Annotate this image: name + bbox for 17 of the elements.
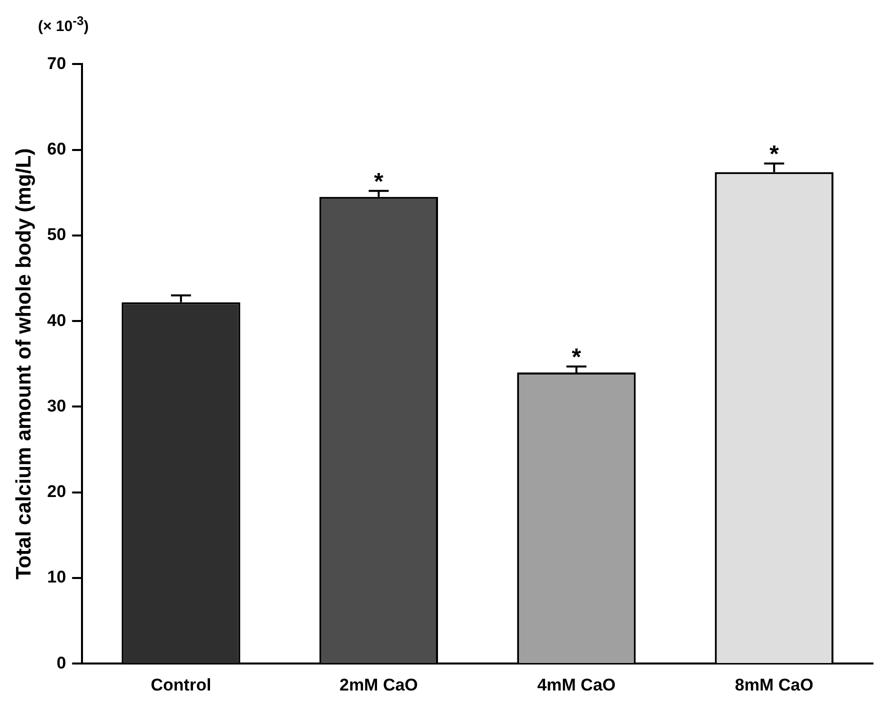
y-axis-title: Total calcium amount of whole body (mg/L) bbox=[12, 148, 36, 580]
y-tick-label: 10 bbox=[47, 568, 66, 587]
y-tick-label: 40 bbox=[47, 310, 66, 330]
x-tick-label: Control bbox=[150, 675, 212, 694]
text: (× 10$^{-3}$) bbox=[38, 14, 89, 35]
y-tick-label: 0 bbox=[56, 653, 66, 672]
x-tick-label: 4mM CaO bbox=[537, 675, 616, 694]
y-tick-label: 70 bbox=[47, 54, 66, 73]
x-tick-label: 2mM CaO bbox=[339, 675, 418, 694]
annotation: * bbox=[572, 344, 582, 372]
y-tick-label: 30 bbox=[47, 396, 66, 416]
x-tick-label: 8mM CaO bbox=[734, 675, 814, 694]
y-tick-label: 20 bbox=[47, 482, 66, 502]
annotation: * bbox=[769, 141, 780, 168]
annotation: * bbox=[374, 168, 384, 196]
y-tick-label: 50 bbox=[47, 225, 66, 244]
y-tick-label: 60 bbox=[47, 140, 66, 159]
